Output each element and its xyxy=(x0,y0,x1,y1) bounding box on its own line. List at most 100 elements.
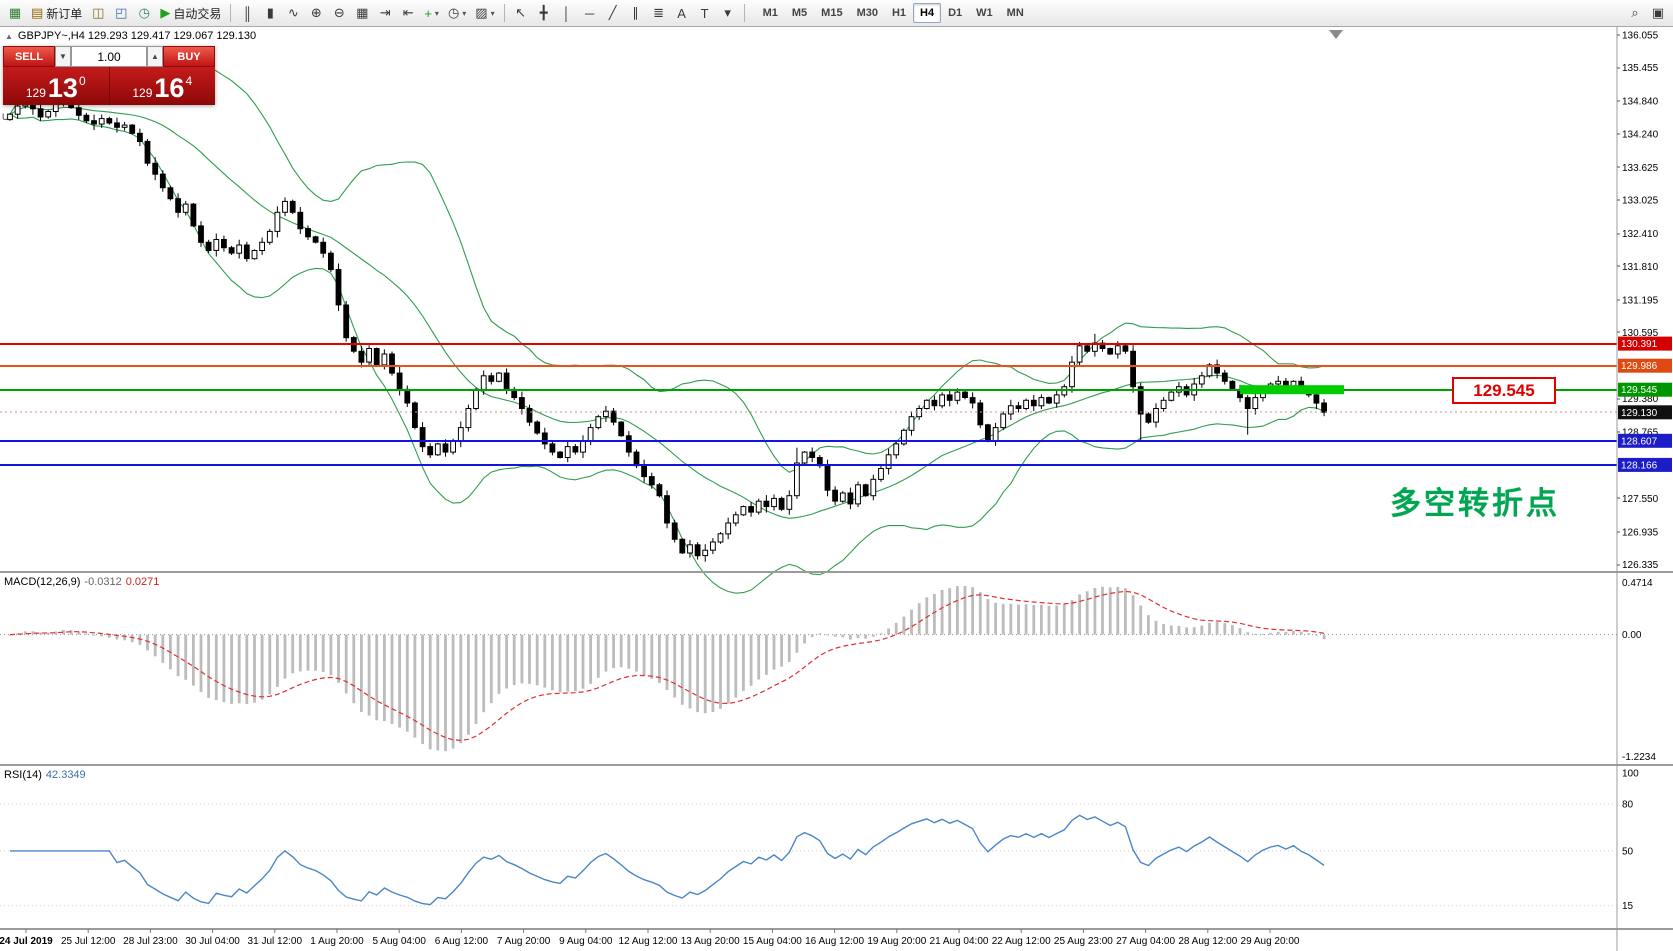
trendline-icon[interactable]: ╱ xyxy=(602,2,624,24)
time-tick-label: 28 Aug 12:00 xyxy=(1178,936,1237,947)
label-icon[interactable]: T xyxy=(694,2,716,24)
price-tick-label: 131.810 xyxy=(1622,262,1659,273)
bar-chart-icon[interactable]: ║ xyxy=(236,2,258,24)
horizontal-line-icon[interactable]: ─ xyxy=(579,2,601,24)
fullscreen-icon: ▣ xyxy=(1651,5,1665,20)
symbol-info-bar: ▲ GBPJPY~,H4 129.293 129.417 129.067 129… xyxy=(5,30,256,42)
text-icon[interactable]: A xyxy=(671,2,693,24)
rsi-level-label: 80 xyxy=(1622,800,1634,811)
text-icon: A xyxy=(677,5,686,21)
rsi-value: 42.3349 xyxy=(45,769,86,781)
channel-icon[interactable]: ∥ xyxy=(625,2,647,24)
fullscreen-icon[interactable]: ▣ xyxy=(1647,2,1669,24)
timeframe-d1[interactable]: D1 xyxy=(948,7,963,19)
price-tick-label: 134.840 xyxy=(1622,97,1659,108)
timeframe-bar: M1 M5 M15 M30 H1 H4 D1 W1 MN xyxy=(756,3,1031,23)
terminal-chart-icon: ▦ xyxy=(8,5,22,20)
candlesticks xyxy=(7,94,1327,562)
templates-menu-icon: ▨ xyxy=(475,5,488,20)
horizontal-line-icon: ─ xyxy=(585,5,595,21)
price-level-label-text: 129.130 xyxy=(1621,408,1658,419)
macd-signal-line xyxy=(9,590,1325,742)
timeframe-m1[interactable]: M1 xyxy=(762,7,778,19)
volume-decrease-button[interactable]: ▼ xyxy=(55,46,71,67)
crosshair-icon: ╋ xyxy=(539,5,548,20)
price-level-label-text: 128.607 xyxy=(1621,436,1658,447)
timeframe-m5[interactable]: M5 xyxy=(791,7,808,19)
bollinger-middle-band xyxy=(9,106,1325,519)
zoom-in-icon[interactable]: ⊕ xyxy=(305,2,327,24)
time-tick-label: 31 Jul 12:00 xyxy=(248,936,303,947)
price-axis[interactable]: 136.055 135.455 134.840 134.240 133.625 133.0… xyxy=(1617,27,1673,951)
terminal-chart-icon[interactable]: ▦ xyxy=(4,2,26,24)
price-level-label-text: 130.391 xyxy=(1621,339,1658,350)
price-level-label xyxy=(1618,457,1672,472)
data-window-icon[interactable]: ◰ xyxy=(110,2,132,24)
bar-chart-icon: ║ xyxy=(242,5,252,21)
arrow-tools-icon[interactable]: ▾ xyxy=(717,2,739,24)
templates-menu-button[interactable]: ▨ ▾ xyxy=(471,2,498,24)
sell-button[interactable]: SELL xyxy=(3,46,55,67)
fibonacci-icon[interactable]: ≣ xyxy=(648,2,670,24)
time-tick-label: 21 Aug 04:00 xyxy=(930,936,989,947)
vertical-line-icon[interactable]: │ xyxy=(556,2,578,24)
toolbar-separator xyxy=(743,4,745,22)
chart-shift-icon[interactable]: ⇤ xyxy=(397,2,419,24)
dropdown-arrow-icon[interactable]: ▾ xyxy=(490,8,495,18)
timeframe-m15[interactable]: M15 xyxy=(821,7,843,19)
crosshair-icon[interactable]: ╋ xyxy=(533,2,555,24)
fibonacci-icon: ≣ xyxy=(653,5,665,20)
new-order-button[interactable]: ▤ 新订单 xyxy=(27,2,86,24)
macd-indicator-label: MACD(12,26,9) -0.0312 0.0271 xyxy=(4,576,159,588)
candlestick-chart-icon[interactable]: ▮ xyxy=(259,2,281,24)
new-order-icon: ▤ xyxy=(31,5,44,20)
sell-price-display[interactable]: 129 13 0 xyxy=(3,67,109,105)
line-chart-icon[interactable]: ∿ xyxy=(282,2,304,24)
time-tick-label: 6 Aug 12:00 xyxy=(435,936,489,947)
turning-point-note[interactable]: 多空转折点 xyxy=(1390,486,1560,521)
green-zone-bar[interactable] xyxy=(1240,385,1344,395)
indicators-menu-button[interactable]: + ▾ xyxy=(420,2,443,24)
macd-axis: 0.4714 0.00 -1.2234 xyxy=(1622,578,1656,763)
data-window-icon: ◰ xyxy=(115,5,128,20)
timeframe-mn[interactable]: MN xyxy=(1006,7,1024,19)
price-level-label-text: 129.986 xyxy=(1621,361,1658,372)
new-order-button-label: 新订单 xyxy=(46,6,83,21)
time-axis[interactable]: 24 Jul 2019 25 Jul 12:00 28 Jul 23:00 30 Ju… xyxy=(0,929,1673,951)
volume-input[interactable] xyxy=(71,46,147,67)
one-click-panel-toggle[interactable]: ▲ xyxy=(5,31,13,41)
buy-price-prefix: 129 xyxy=(132,85,153,100)
chart-shift-marker[interactable] xyxy=(1329,30,1343,39)
tile-windows-icon[interactable]: ▦ xyxy=(351,2,373,24)
buy-button[interactable]: BUY xyxy=(163,46,215,67)
time-tick-label: 12 Aug 12:00 xyxy=(619,936,678,947)
time-tick-label: 9 Aug 04:00 xyxy=(559,936,613,947)
volume-increase-button[interactable]: ▲ xyxy=(147,46,163,67)
navigator-icon[interactable]: ◷ xyxy=(133,2,155,24)
search-icon[interactable]: ⌕ xyxy=(1624,2,1646,24)
auto-scroll-icon[interactable]: ⇥ xyxy=(374,2,396,24)
price-tick-label: 126.335 xyxy=(1622,560,1659,571)
market-watch-icon[interactable]: ◫ xyxy=(87,2,109,24)
rsi-name: RSI(14) xyxy=(4,769,42,781)
zoom-out-icon: ⊖ xyxy=(333,5,345,20)
object-label-remnant: U xyxy=(2,112,9,122)
timeframe-h1[interactable]: H1 xyxy=(891,7,907,19)
rsi-level-label: 50 xyxy=(1622,846,1634,857)
timeframe-h4[interactable]: H4 xyxy=(913,3,942,23)
buy-price-display[interactable]: 129 16 4 xyxy=(109,67,215,105)
timeframe-w1[interactable]: W1 xyxy=(976,7,993,19)
dropdown-arrow-icon[interactable]: ▾ xyxy=(434,8,439,18)
price-annotation-box[interactable]: 129.545 xyxy=(1452,377,1556,404)
time-tick-label: 25 Aug 23:00 xyxy=(1054,936,1113,947)
periods-menu-button[interactable]: ◷ ▾ xyxy=(444,2,470,24)
cursor-icon[interactable]: ↖ xyxy=(510,2,532,24)
price-level-label xyxy=(1618,336,1672,351)
zoom-out-icon[interactable]: ⊖ xyxy=(328,2,350,24)
time-tick-label: 7 Aug 20:00 xyxy=(497,936,551,947)
dropdown-arrow-icon[interactable]: ▾ xyxy=(462,8,467,18)
timeframe-m30[interactable]: M30 xyxy=(856,7,878,19)
autotrading-button[interactable]: ▶ 自动交易 xyxy=(156,2,225,24)
